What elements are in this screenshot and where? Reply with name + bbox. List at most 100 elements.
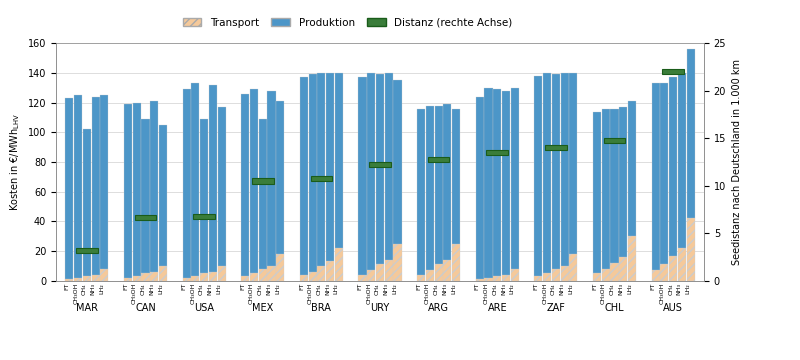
- Bar: [552, 269, 560, 281]
- Bar: [209, 85, 217, 272]
- Text: CH₄: CH₄: [258, 283, 262, 294]
- Bar: [218, 107, 226, 266]
- Bar: [267, 266, 275, 281]
- Text: FT: FT: [65, 283, 70, 291]
- Bar: [134, 215, 156, 220]
- Text: FT: FT: [299, 283, 304, 291]
- Text: CH₃OH: CH₃OH: [190, 283, 195, 305]
- Bar: [252, 179, 274, 184]
- Text: URY: URY: [370, 303, 390, 313]
- Text: CH₄: CH₄: [375, 283, 380, 294]
- Text: CH₃OH: CH₃OH: [249, 283, 254, 305]
- Text: CH₄: CH₄: [610, 283, 614, 294]
- Bar: [543, 273, 551, 281]
- Text: FT: FT: [534, 283, 538, 291]
- Text: ARE: ARE: [487, 303, 507, 313]
- Text: CH₄: CH₄: [199, 283, 204, 294]
- Bar: [476, 279, 484, 281]
- Text: CH₄: CH₄: [492, 283, 498, 294]
- Bar: [593, 112, 601, 273]
- Text: NH₃: NH₃: [618, 283, 623, 295]
- Bar: [258, 269, 267, 281]
- Bar: [66, 98, 74, 279]
- Bar: [124, 278, 132, 281]
- Bar: [602, 269, 610, 281]
- Bar: [182, 278, 190, 281]
- Bar: [652, 83, 660, 270]
- Bar: [100, 269, 108, 281]
- Text: AUS: AUS: [663, 303, 683, 313]
- Text: LH₂: LH₂: [393, 283, 398, 294]
- Bar: [652, 270, 660, 281]
- Bar: [660, 83, 669, 265]
- Bar: [318, 266, 326, 281]
- Bar: [561, 266, 569, 281]
- Bar: [91, 275, 100, 281]
- Text: NH₃: NH₃: [90, 283, 96, 295]
- Text: NH₃: NH₃: [325, 283, 330, 295]
- Text: LH₂: LH₂: [451, 283, 456, 294]
- Bar: [678, 73, 686, 248]
- Text: NH₃: NH₃: [560, 283, 565, 295]
- Text: ZAF: ZAF: [546, 303, 566, 313]
- Bar: [443, 104, 451, 260]
- Bar: [200, 273, 208, 281]
- Bar: [300, 275, 308, 281]
- Bar: [376, 75, 384, 265]
- Text: ARG: ARG: [428, 303, 449, 313]
- Bar: [318, 73, 326, 266]
- Bar: [358, 77, 366, 275]
- Bar: [510, 269, 518, 281]
- Text: NH₃: NH₃: [384, 283, 389, 295]
- Bar: [434, 105, 442, 265]
- Bar: [194, 213, 215, 219]
- Bar: [326, 261, 334, 281]
- Bar: [209, 272, 217, 281]
- Text: CH₃OH: CH₃OH: [425, 283, 430, 305]
- Text: MAR: MAR: [76, 303, 98, 313]
- Bar: [604, 138, 626, 143]
- Bar: [593, 273, 601, 281]
- Text: FT: FT: [123, 283, 128, 291]
- Legend: Transport, Produktion, Distanz (rechte Achse): Transport, Produktion, Distanz (rechte A…: [182, 18, 513, 27]
- Bar: [370, 162, 390, 167]
- Text: CH₄: CH₄: [82, 283, 87, 294]
- Bar: [358, 275, 366, 281]
- Bar: [493, 89, 502, 276]
- Text: CH₃OH: CH₃OH: [659, 283, 664, 305]
- Bar: [242, 276, 250, 281]
- Bar: [334, 73, 343, 248]
- Text: CH₃OH: CH₃OH: [483, 283, 489, 305]
- Bar: [493, 276, 502, 281]
- Y-axis label: Seedistanz nach Deutschland in 1.000 km: Seedistanz nach Deutschland in 1.000 km: [732, 59, 742, 265]
- Bar: [385, 73, 393, 260]
- Bar: [417, 108, 426, 275]
- Text: BRA: BRA: [311, 303, 331, 313]
- Text: LH₂: LH₂: [334, 283, 339, 294]
- Bar: [669, 256, 677, 281]
- Bar: [686, 49, 694, 219]
- Text: CH₄: CH₄: [141, 283, 146, 294]
- Bar: [486, 150, 508, 155]
- Bar: [628, 236, 636, 281]
- Text: FT: FT: [474, 283, 480, 291]
- Text: NH₃: NH₃: [150, 283, 154, 295]
- Bar: [570, 73, 578, 254]
- Bar: [250, 273, 258, 281]
- Bar: [434, 265, 442, 281]
- Text: CH₃OH: CH₃OH: [132, 283, 137, 305]
- Text: USA: USA: [194, 303, 214, 313]
- Bar: [367, 270, 375, 281]
- Bar: [686, 219, 694, 281]
- Text: LH₂: LH₂: [99, 283, 104, 294]
- Bar: [417, 275, 426, 281]
- Bar: [309, 272, 317, 281]
- Text: NH₃: NH₃: [208, 283, 213, 295]
- Bar: [545, 145, 566, 150]
- Bar: [610, 108, 618, 263]
- Text: LH₂: LH₂: [158, 283, 163, 294]
- Text: CH₃OH: CH₃OH: [308, 283, 313, 305]
- Bar: [502, 91, 510, 275]
- Bar: [678, 248, 686, 281]
- Text: CH₄: CH₄: [668, 283, 673, 294]
